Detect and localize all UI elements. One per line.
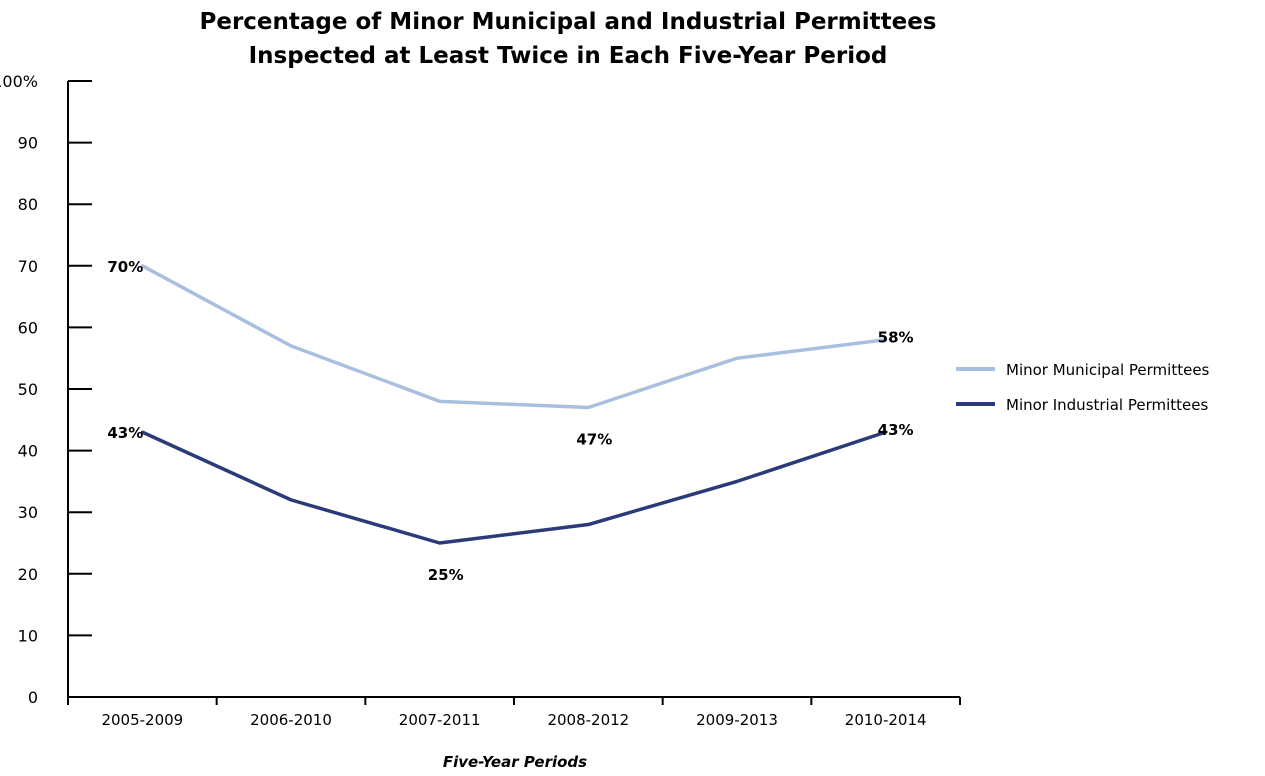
x-tick-label: 2010-2014 [845,711,927,729]
data-point [438,541,442,545]
legend-label: Minor Municipal Permittees [1006,361,1210,379]
data-point [140,264,144,268]
axes: 0 10 20 30 40 50 60 70 80 90 100% 2005-2009 2006-201… [0,72,961,729]
series-line-0 [141,264,886,410]
x-tick-label: 2007-2011 [399,711,481,729]
data-point [735,356,739,360]
y-tick-label: 10 [18,626,38,645]
x-tick-label: 2005-2009 [101,711,183,729]
data-labels: 70% 47% 58% 43% 25% 43% [107,258,913,584]
data-point [438,399,442,403]
data-point [884,430,888,434]
data-point [586,405,590,409]
data-label: 43% [107,424,143,442]
data-point [586,523,590,527]
y-tick-label: 60 [18,318,38,337]
series-line-1 [141,430,887,545]
data-label: 43% [878,421,914,439]
data-point [884,338,888,342]
series-lines [140,264,888,545]
y-tick-label: 40 [18,442,38,461]
data-label: 47% [576,430,612,448]
y-tick-label: 30 [18,503,38,522]
y-tick-label: 100% [0,72,38,91]
x-tick-label: 2006-2010 [250,711,332,729]
y-tick-label: 90 [18,134,38,153]
data-label: 25% [428,566,464,584]
data-point [140,430,144,434]
y-tick-label: 20 [18,565,38,584]
data-label: 58% [878,329,914,347]
x-tick-label: 2009-2013 [696,711,778,729]
y-tick-label: 50 [18,380,38,399]
legend: Minor Municipal Permittees Minor Industri… [956,361,1210,414]
data-label: 70% [107,258,143,276]
data-point [289,344,293,348]
legend-label: Minor Industrial Permittees [1006,396,1208,414]
x-axis-label: Five-Year Periods [443,753,587,771]
x-tick-label: 2008-2012 [547,711,629,729]
chart-subtitle: Inspected at Least Twice in Each Five-Ye… [249,43,888,69]
data-point [735,479,739,483]
y-tick-label: 70 [18,257,38,276]
chart-title: Percentage of Minor Municipal and Indust… [200,9,937,35]
y-tick-label: 80 [18,195,38,214]
data-point [289,498,293,502]
y-tick-label: 0 [28,688,38,707]
